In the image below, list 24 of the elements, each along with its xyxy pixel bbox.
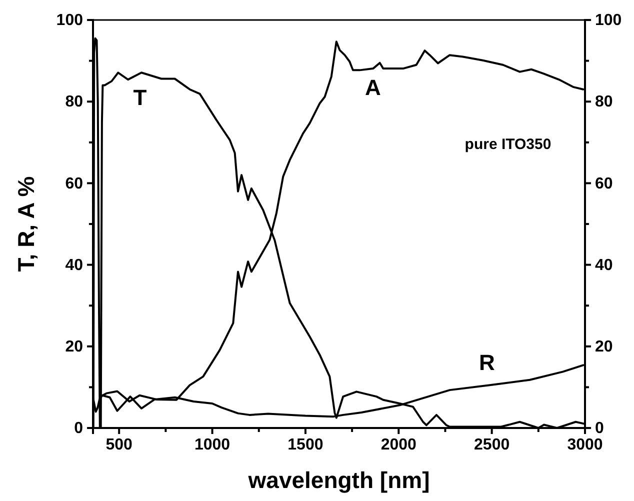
annotation: pure ITO350 xyxy=(464,136,552,153)
y-tick-label: 0 xyxy=(74,420,84,438)
x-tick-label: 3000 xyxy=(567,436,603,454)
series-label: A xyxy=(365,74,382,100)
x-axis-title: wavelength [nm] xyxy=(247,467,430,493)
y2-tick-label: 40 xyxy=(595,256,613,274)
series-label: T xyxy=(133,84,148,110)
y-tick-label: 80 xyxy=(65,94,84,111)
x-tick-label: 1500 xyxy=(288,436,324,454)
y-tick-label: 60 xyxy=(65,175,84,192)
y2-tick-label: 20 xyxy=(595,338,613,356)
y-axis-title: T, R, A % xyxy=(13,176,40,272)
x-tick-label: 500 xyxy=(106,436,133,454)
y2-tick-label: 100 xyxy=(595,12,622,30)
y2-tick-label: 80 xyxy=(595,94,613,111)
x-tick-label: 2500 xyxy=(474,436,510,454)
x-tick-label: 2000 xyxy=(380,436,417,454)
y-tick-label: 40 xyxy=(65,256,84,274)
y-tick-label: 100 xyxy=(56,12,84,30)
y2-tick-label: 60 xyxy=(595,175,613,192)
y-tick-label: 20 xyxy=(65,338,84,356)
y2-tick-label: 0 xyxy=(595,420,604,438)
x-tick-label: 1000 xyxy=(194,436,230,454)
series-label: R xyxy=(479,350,496,375)
